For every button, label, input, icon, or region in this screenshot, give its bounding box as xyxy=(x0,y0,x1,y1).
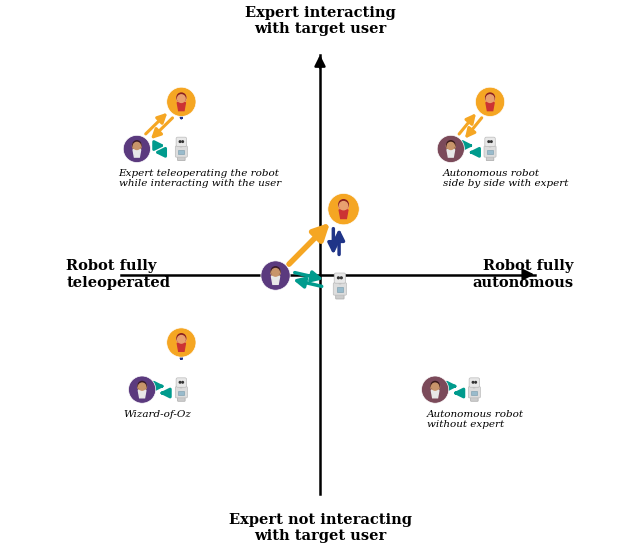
Circle shape xyxy=(132,142,141,150)
FancyBboxPatch shape xyxy=(176,137,187,147)
Text: Expert interacting
with target user: Expert interacting with target user xyxy=(244,6,396,36)
FancyBboxPatch shape xyxy=(484,146,496,157)
Polygon shape xyxy=(339,210,348,219)
Text: Autonomous robot
without expert: Autonomous robot without expert xyxy=(428,409,524,429)
Circle shape xyxy=(486,93,495,102)
Polygon shape xyxy=(177,102,186,111)
Circle shape xyxy=(166,328,196,357)
Circle shape xyxy=(129,376,156,403)
Bar xyxy=(180,145,182,147)
FancyBboxPatch shape xyxy=(336,294,344,299)
Text: Robot fully
autonomous: Robot fully autonomous xyxy=(473,260,574,290)
Circle shape xyxy=(261,261,290,290)
Circle shape xyxy=(437,136,465,163)
Circle shape xyxy=(271,267,280,276)
Bar xyxy=(179,391,184,395)
Circle shape xyxy=(339,201,349,210)
Polygon shape xyxy=(486,102,494,111)
Circle shape xyxy=(475,381,476,383)
Circle shape xyxy=(339,202,348,210)
Polygon shape xyxy=(431,390,439,398)
FancyBboxPatch shape xyxy=(175,146,188,157)
Bar xyxy=(337,287,343,291)
Circle shape xyxy=(133,142,140,149)
Circle shape xyxy=(422,376,449,403)
Circle shape xyxy=(177,94,186,103)
Circle shape xyxy=(447,142,454,149)
Bar xyxy=(339,282,341,284)
Circle shape xyxy=(485,94,495,103)
Circle shape xyxy=(447,141,455,149)
Circle shape xyxy=(179,141,181,142)
FancyBboxPatch shape xyxy=(470,396,478,401)
Text: Expert teleoperating the robot
while interacting with the user: Expert teleoperating the robot while int… xyxy=(118,169,281,188)
Polygon shape xyxy=(271,276,280,284)
Bar xyxy=(472,391,477,395)
Text: Expert not interacting
with target user: Expert not interacting with target user xyxy=(228,512,412,543)
Circle shape xyxy=(337,277,339,279)
Circle shape xyxy=(472,381,474,383)
Circle shape xyxy=(138,382,147,391)
Circle shape xyxy=(328,193,359,225)
Circle shape xyxy=(272,268,279,276)
Text: Wizard-of-Oz: Wizard-of-Oz xyxy=(124,409,191,419)
Circle shape xyxy=(447,142,455,150)
Circle shape xyxy=(177,334,186,343)
FancyBboxPatch shape xyxy=(334,273,346,283)
FancyBboxPatch shape xyxy=(177,396,185,401)
Bar xyxy=(489,145,491,147)
Circle shape xyxy=(340,277,342,279)
Polygon shape xyxy=(177,343,186,352)
Circle shape xyxy=(132,141,141,149)
Circle shape xyxy=(491,141,492,142)
Text: Autonomous robot
side by side with expert: Autonomous robot side by side with exper… xyxy=(443,169,568,188)
Bar xyxy=(487,150,493,154)
Bar xyxy=(180,386,182,388)
Polygon shape xyxy=(447,150,454,157)
Text: Robot fully
teleoperated: Robot fully teleoperated xyxy=(66,260,170,290)
Circle shape xyxy=(182,381,184,383)
Circle shape xyxy=(271,268,280,277)
Circle shape xyxy=(124,136,150,163)
Circle shape xyxy=(177,93,186,102)
Circle shape xyxy=(431,382,440,391)
Circle shape xyxy=(138,381,146,390)
Polygon shape xyxy=(133,150,141,157)
FancyBboxPatch shape xyxy=(333,283,346,295)
FancyBboxPatch shape xyxy=(485,137,495,147)
Circle shape xyxy=(166,87,196,116)
Circle shape xyxy=(488,141,490,142)
Polygon shape xyxy=(138,390,146,398)
FancyBboxPatch shape xyxy=(177,155,185,160)
Circle shape xyxy=(139,383,146,390)
Circle shape xyxy=(177,336,185,343)
FancyBboxPatch shape xyxy=(175,387,188,398)
Bar xyxy=(179,150,184,154)
FancyBboxPatch shape xyxy=(468,387,481,398)
Bar xyxy=(474,386,476,388)
Circle shape xyxy=(476,87,505,116)
Circle shape xyxy=(486,95,494,102)
FancyBboxPatch shape xyxy=(486,155,494,160)
FancyBboxPatch shape xyxy=(176,378,187,387)
Circle shape xyxy=(177,334,186,344)
FancyBboxPatch shape xyxy=(469,378,479,387)
Circle shape xyxy=(182,141,184,142)
Circle shape xyxy=(177,95,185,102)
Circle shape xyxy=(339,199,348,209)
Circle shape xyxy=(179,381,181,383)
Circle shape xyxy=(431,381,439,390)
Circle shape xyxy=(431,383,438,390)
